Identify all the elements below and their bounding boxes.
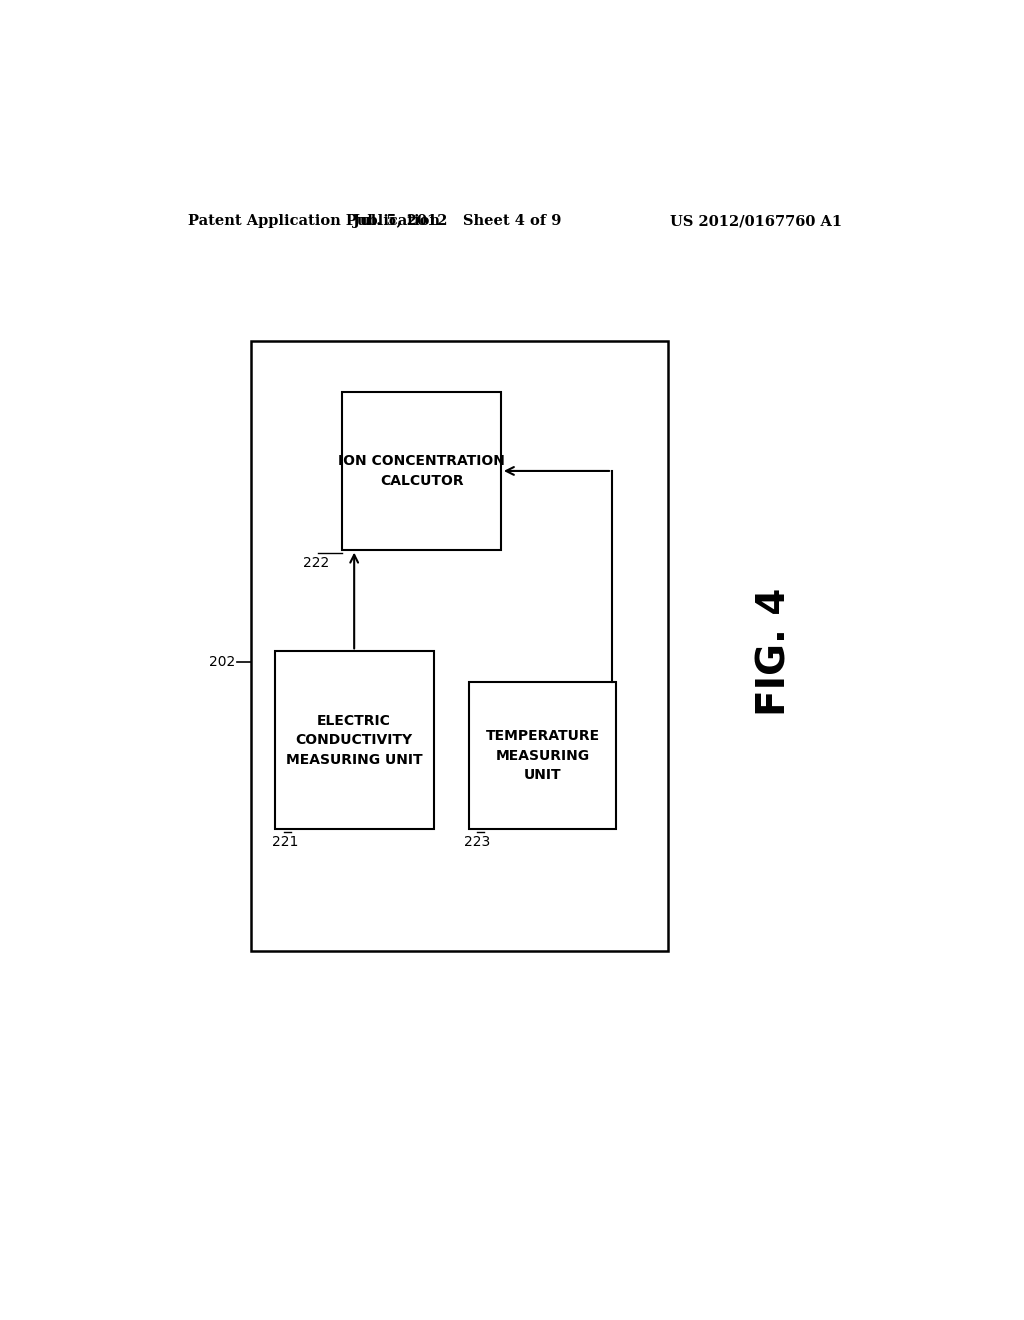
Bar: [274, 651, 433, 829]
Text: ION CONCENTRATION
CALCUTOR: ION CONCENTRATION CALCUTOR: [338, 454, 505, 487]
Text: FIG. 4: FIG. 4: [756, 587, 794, 715]
Text: 202: 202: [209, 655, 236, 668]
Text: ELECTRIC
CONDUCTIVITY
MEASURING UNIT: ELECTRIC CONDUCTIVITY MEASURING UNIT: [286, 714, 423, 767]
Text: TEMPERATURE
MEASURING
UNIT: TEMPERATURE MEASURING UNIT: [485, 729, 600, 781]
Text: US 2012/0167760 A1: US 2012/0167760 A1: [670, 214, 842, 228]
Text: 221: 221: [272, 836, 299, 849]
Text: 222: 222: [303, 556, 329, 570]
Text: 223: 223: [465, 836, 490, 849]
Text: Patent Application Publication: Patent Application Publication: [187, 214, 439, 228]
Text: Jul. 5, 2012   Sheet 4 of 9: Jul. 5, 2012 Sheet 4 of 9: [353, 214, 561, 228]
Bar: [469, 682, 616, 829]
Bar: [251, 342, 668, 952]
Bar: [342, 392, 501, 549]
